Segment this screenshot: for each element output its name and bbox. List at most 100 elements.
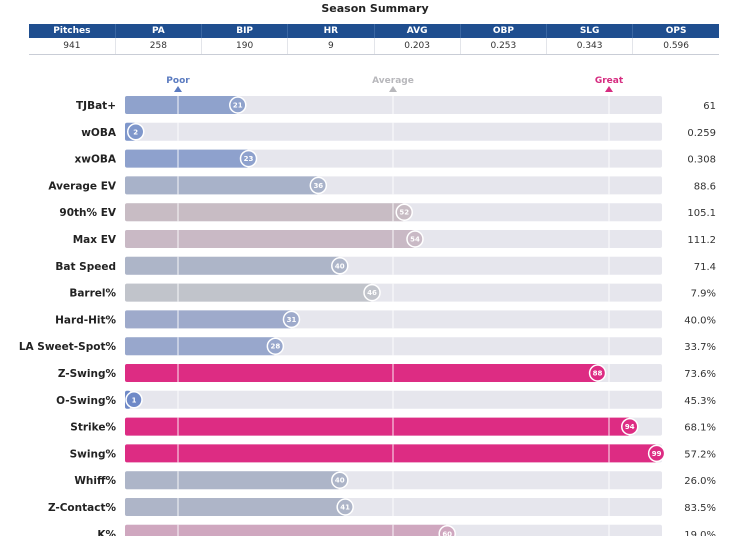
header-cell: Pitches [29, 24, 116, 38]
summary-header-row: Pitches PA BIP HR AVG OBP SLG OPS [29, 24, 719, 38]
metric-value: 26.0% [684, 476, 716, 487]
percentile-bubble [438, 525, 456, 536]
percentile-bar [125, 444, 657, 463]
metric-value: 105.1 [687, 208, 716, 219]
metric-label: Whiff% [74, 475, 116, 487]
value-cell: 941 [29, 38, 116, 55]
percentile-bar [125, 471, 340, 490]
percentile-bar [125, 310, 292, 329]
metric-value: 83.5% [684, 503, 716, 514]
percentile-bubble [395, 203, 413, 221]
metric-value: 40.0% [684, 315, 716, 326]
header-cell: HR [287, 24, 375, 38]
percentile-bubble [331, 471, 349, 489]
percentile-bar [125, 417, 630, 436]
metric-label: Bat Speed [55, 261, 116, 273]
value-cell: 0.253 [460, 38, 548, 55]
metric-value: 45.3% [684, 396, 716, 407]
percentile-label: 28 [270, 343, 280, 351]
metric-label: K% [97, 529, 116, 536]
summary-value-row: 941 258 190 9 0.203 0.253 0.343 0.596 [29, 38, 719, 55]
percentile-label: 41 [340, 504, 350, 512]
metric-label: Swing% [70, 448, 117, 460]
metric-label: TJBat+ [76, 100, 116, 112]
metric-label: Average EV [48, 180, 116, 192]
header-cell: AVG [374, 24, 461, 38]
header-cell: PA [115, 24, 203, 38]
percentile-label: 60 [442, 530, 452, 536]
percentile-label: 46 [367, 289, 377, 297]
metric-value: 0.308 [687, 155, 716, 166]
percentile-bubble [266, 337, 285, 355]
reference-label: Poor [166, 76, 190, 86]
percentile-bar [125, 364, 598, 382]
percentile-label: 52 [399, 209, 409, 217]
percentile-label: 94 [625, 423, 635, 431]
metric-label: 90th% EV [59, 207, 116, 219]
percentile-label: 1 [132, 396, 137, 404]
percentile-bar [125, 256, 340, 275]
reference-label: Average [372, 76, 414, 86]
percentile-label: 36 [313, 182, 323, 190]
metric-value: 73.6% [684, 369, 716, 380]
percentile-bubble [309, 176, 328, 195]
metric-label: O-Swing% [56, 395, 116, 407]
header-cell: OPS [632, 24, 719, 38]
header-cell: OBP [460, 24, 548, 38]
metric-value: 71.4 [694, 262, 716, 273]
percentile-bubble [363, 283, 381, 302]
percentile-bubble [647, 444, 666, 463]
percentile-label: 40 [335, 262, 345, 270]
metric-label: xwOBA [74, 154, 116, 166]
percentile-bubble [282, 310, 301, 329]
percentile-bubble [239, 149, 258, 168]
percentile-bar [125, 230, 415, 248]
percentile-bubble [126, 123, 145, 141]
metric-label: Z-Swing% [58, 368, 117, 380]
percentile-bar [125, 176, 319, 195]
percentile-bar [125, 524, 448, 536]
percentile-label: 54 [410, 236, 420, 244]
percentile-bubble [125, 391, 143, 409]
percentile-label: 88 [593, 370, 603, 378]
metric-value: 88.6 [694, 181, 716, 192]
percentile-bubble [331, 257, 349, 275]
percentile-label: 2 [133, 128, 138, 136]
percentile-label: 21 [233, 102, 243, 110]
percentile-bar [125, 337, 276, 356]
metric-label: wOBA [81, 127, 117, 139]
reference-marker [389, 86, 397, 92]
value-cell: 0.343 [546, 38, 634, 55]
metric-value: 111.2 [687, 235, 716, 246]
percentile-bubble [588, 364, 607, 382]
reference-marker [605, 86, 613, 92]
metric-label: Z-Contact% [48, 502, 117, 514]
summary-title: Season Summary [321, 2, 429, 15]
value-cell: 190 [201, 38, 289, 55]
percentile-label: 23 [244, 155, 254, 163]
percentile-bubble [406, 230, 424, 248]
metric-value: 19.0% [684, 530, 716, 536]
metric-value: 7.9% [691, 289, 716, 300]
percentile-bar [125, 498, 346, 516]
value-cell: 0.596 [632, 38, 719, 55]
percentile-bubble [229, 96, 247, 114]
value-cell: 258 [115, 38, 203, 55]
percentile-bar [125, 96, 238, 114]
metric-label: Max EV [73, 234, 117, 246]
reference-marker [174, 86, 182, 92]
header-cell: BIP [201, 24, 289, 38]
percentile-bubble [336, 498, 354, 516]
percentile-bubble [621, 417, 639, 436]
metric-label: Barrel% [69, 288, 116, 300]
percentile-label: 99 [652, 450, 662, 458]
header-cell: SLG [546, 24, 634, 38]
percentile-bar [125, 283, 373, 302]
metric-label: Strike% [70, 422, 116, 434]
metric-value: 57.2% [684, 449, 716, 460]
percentile-bar [125, 203, 405, 222]
metric-value: 0.259 [687, 128, 716, 139]
metric-value: 33.7% [684, 342, 716, 353]
season-summary-table: Pitches PA BIP HR AVG OBP SLG OPS 941 25… [29, 24, 719, 55]
